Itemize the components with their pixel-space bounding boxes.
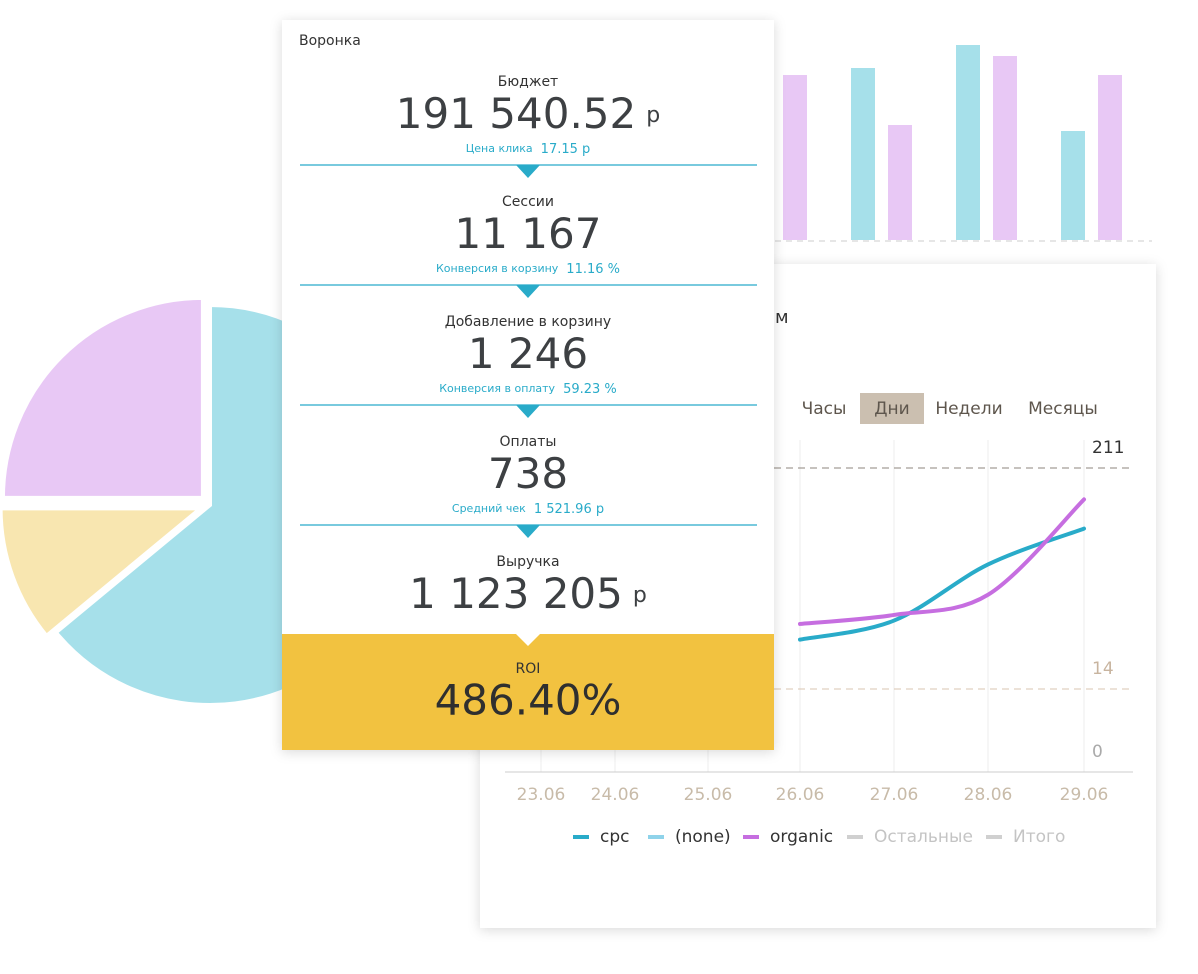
stage-value: 1 246: [468, 329, 588, 378]
roi-label: ROI: [516, 661, 541, 677]
stage-label: Бюджет: [498, 74, 558, 90]
stage-value: 191 540.52 р: [396, 89, 660, 138]
y-tick-label: 14: [1092, 659, 1114, 679]
tab[interactable]: Недели: [935, 399, 1002, 419]
legend-label[interactable]: Итого: [1013, 827, 1065, 847]
stage-label: Оплаты: [500, 434, 557, 450]
note-value: 1 521.96 р: [534, 502, 604, 517]
arrow: [516, 525, 540, 538]
note-label: Средний чек: [452, 502, 526, 515]
value: 1 246: [468, 329, 588, 378]
line: [798, 497, 1086, 626]
tab[interactable]: Месяцы: [1028, 399, 1098, 419]
unit: р: [646, 103, 660, 128]
x-tick-label: 27.06: [870, 785, 919, 805]
x-tick-label: 28.06: [964, 785, 1013, 805]
note-value: 17.15 р: [541, 142, 591, 157]
note-value: 59.23 %: [563, 382, 617, 397]
card: [282, 20, 774, 750]
tab[interactable]: Часы: [802, 399, 847, 419]
pie-slice: [0, 506, 207, 639]
note-label: Цена клика: [466, 142, 533, 155]
arrow: [516, 285, 540, 298]
note-value: 11.16 %: [566, 262, 620, 277]
x-tick-label: 26.06: [776, 785, 825, 805]
value: 738: [488, 449, 568, 498]
roi-box: [282, 634, 774, 750]
bar: [956, 45, 980, 240]
bar: [783, 75, 807, 240]
roi-value: 486.40%: [435, 676, 622, 725]
stage-note: Конверсия в корзину 11.16 %: [436, 262, 620, 277]
legend-label[interactable]: Остальные: [874, 827, 973, 847]
y-tick-label: 211: [1092, 438, 1124, 458]
card-title: м: [775, 307, 789, 328]
stage-label: Добавление в корзину: [445, 314, 611, 330]
value: 191 540.52: [396, 89, 636, 138]
stage-label: Сессии: [502, 194, 554, 210]
stage-value: 11 167: [455, 209, 602, 258]
bar: [1098, 75, 1122, 240]
stage-note: Конверсия в оплату 59.23 %: [439, 382, 617, 397]
stage-value: 1 123 205 р: [409, 569, 647, 618]
legend-label[interactable]: cpc: [600, 827, 629, 847]
legend-label[interactable]: (none): [675, 827, 731, 847]
stage-value: 738: [488, 449, 568, 498]
stage-label: Выручка: [496, 554, 559, 570]
tab[interactable]: Дни: [874, 399, 909, 419]
value: 11 167: [455, 209, 602, 258]
y-tick-label: 0: [1092, 742, 1103, 762]
bar: [993, 56, 1017, 240]
legend-label[interactable]: organic: [770, 827, 833, 847]
stage-note: Цена клика 17.15 р: [466, 142, 591, 157]
x-tick-label: 25.06: [684, 785, 733, 805]
unit: р: [633, 583, 647, 608]
arrow: [516, 165, 540, 178]
x-tick-label: 29.06: [1060, 785, 1109, 805]
bar: [851, 68, 875, 240]
card-title: Воронка: [299, 33, 361, 49]
bar: [888, 125, 912, 240]
note-label: Конверсия в оплату: [439, 382, 555, 395]
x-tick-label: 24.06: [591, 785, 640, 805]
x-tick-label: 23.06: [517, 785, 566, 805]
pie-slice: [0, 295, 205, 500]
value: 1 123 205: [409, 569, 623, 618]
note-label: Конверсия в корзину: [436, 262, 559, 275]
arrow: [516, 405, 540, 418]
notch: [516, 634, 540, 646]
bar: [1061, 131, 1085, 240]
stage-note: Средний чек 1 521.96 р: [452, 502, 604, 517]
tab-active-bg: [860, 393, 924, 424]
